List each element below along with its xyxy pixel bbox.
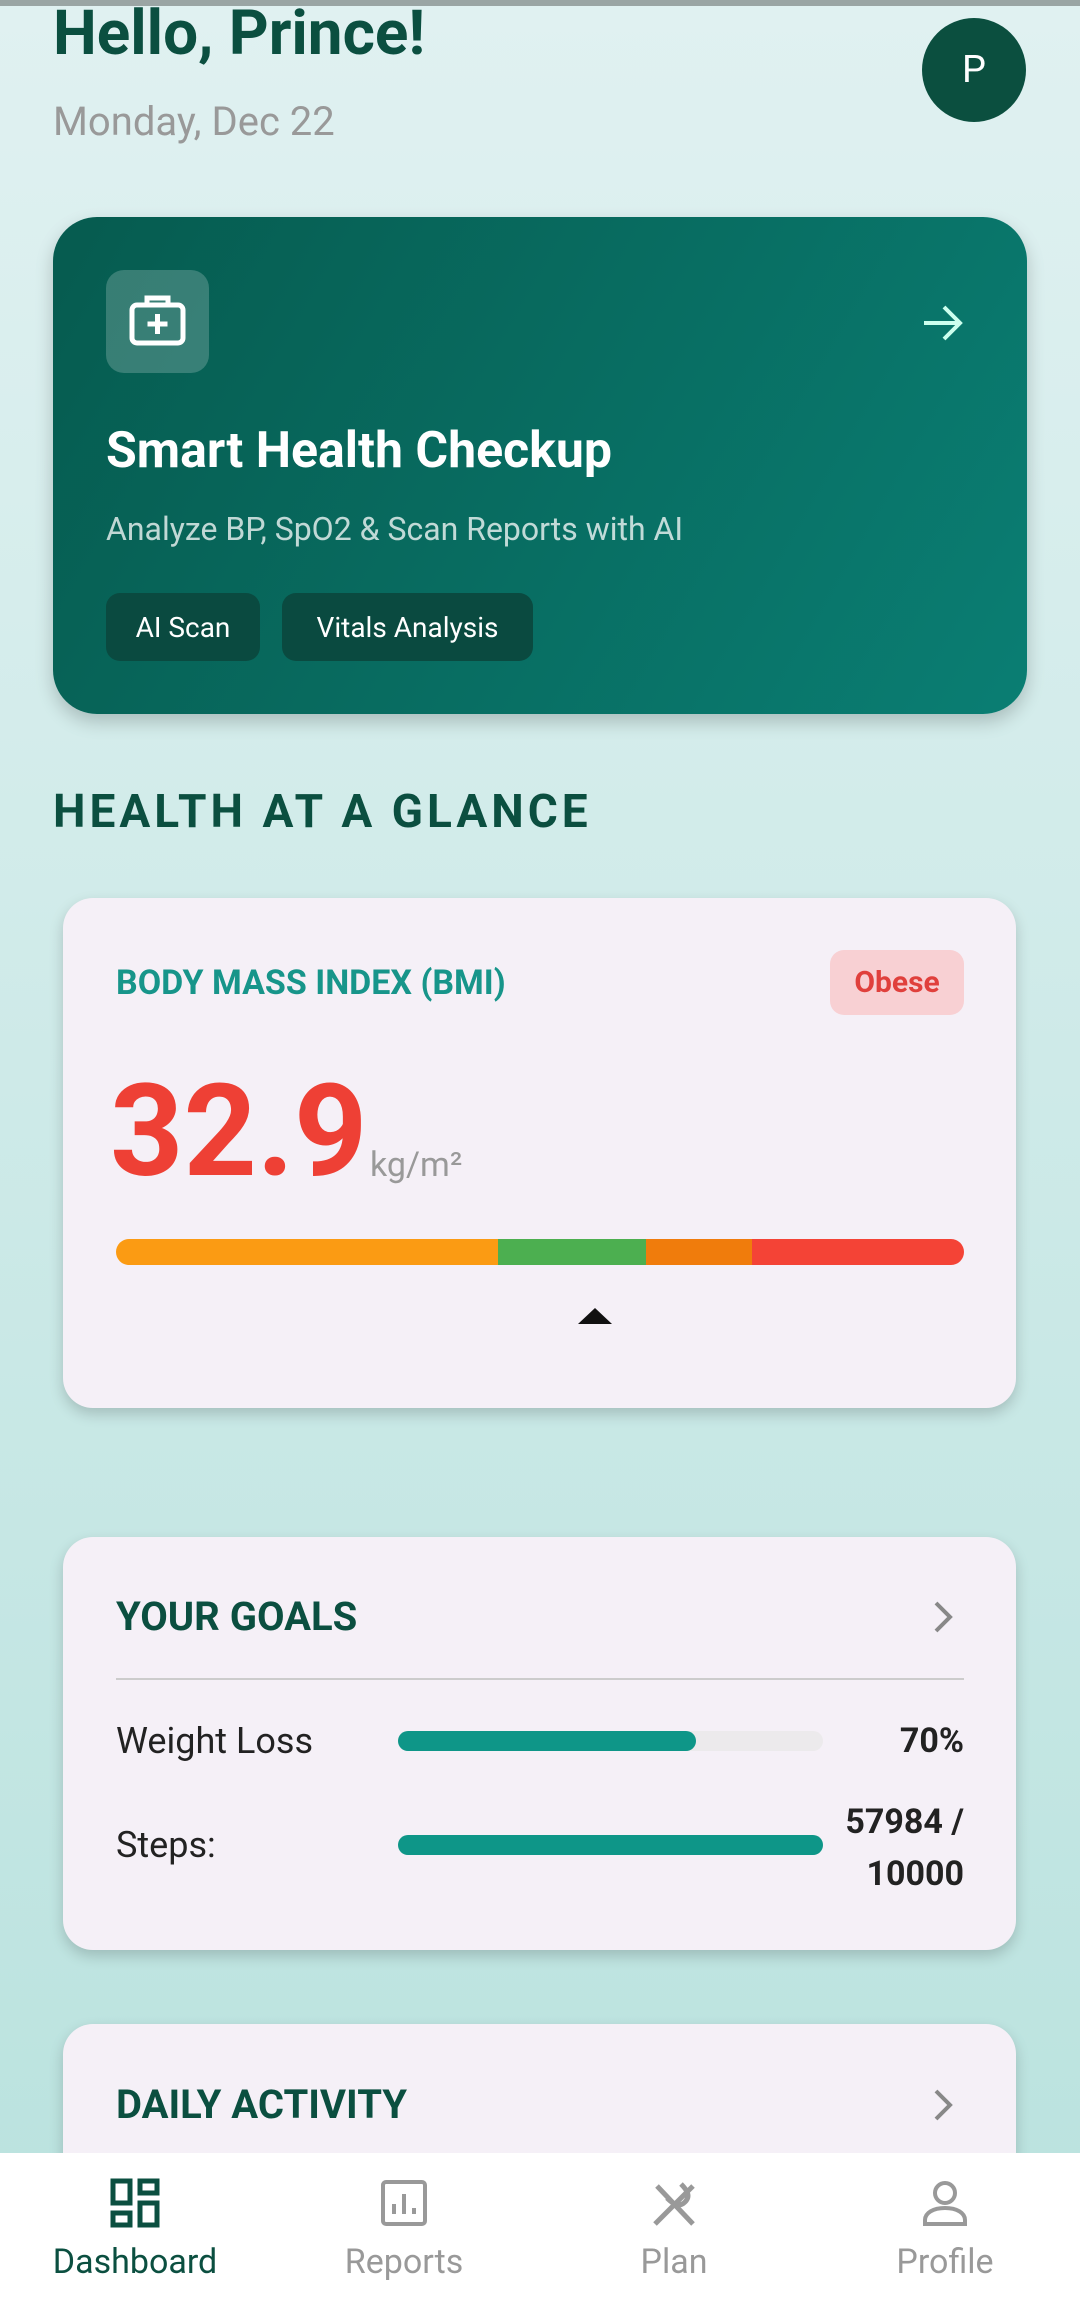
- goal-value: 57984 / 10000: [845, 1802, 964, 1894]
- bmi-scale: [116, 1239, 964, 1265]
- nav-label[interactable]: Dashboard: [52, 2242, 218, 2282]
- bmi-status: Obese: [830, 950, 964, 1015]
- checkup-subtitle: Analyze BP, SpO2 & Scan Reports with AI: [106, 510, 684, 548]
- status-bar: [0, 0, 1080, 6]
- bmi-pointer: [578, 1308, 612, 1324]
- chevron[interactable]: [928, 1600, 958, 1634]
- checkup-title: Smart Health Checkup: [106, 422, 612, 480]
- nav-bar: [0, 2153, 1080, 2304]
- progress-bar: [398, 1731, 696, 1751]
- section-title: HEALTH AT A GLANCE: [53, 785, 592, 839]
- progress-bar: [398, 1835, 823, 1855]
- nav-icon[interactable]: [110, 2178, 160, 2228]
- date: Monday, Dec 22: [53, 98, 335, 145]
- nav-icon[interactable]: [379, 2178, 429, 2228]
- goal-value: 70%: [899, 1721, 964, 1761]
- checkup-icon: [106, 270, 209, 373]
- chevron[interactable]: [928, 2088, 958, 2122]
- divider: [116, 1678, 964, 1680]
- bmi-unit: kg/m²: [370, 1145, 463, 1185]
- nav-label[interactable]: Reports: [344, 2242, 464, 2282]
- bmi-value: 32.9: [110, 1057, 368, 1207]
- greeting: Hello, Prince!: [53, 0, 426, 70]
- tag[interactable]: AI Scan: [106, 593, 260, 661]
- nav-label[interactable]: Profile: [896, 2242, 994, 2282]
- goals-title: YOUR GOALS: [116, 1593, 358, 1640]
- nav-label[interactable]: Plan: [640, 2242, 708, 2282]
- avatar[interactable]: P: [922, 18, 1026, 122]
- nav-icon[interactable]: [649, 2178, 699, 2228]
- goal-label: Steps:: [116, 1824, 216, 1866]
- icon: [129, 295, 186, 346]
- activity-title: DAILY ACTIVITY: [116, 2081, 408, 2128]
- goal-label: Weight Loss: [116, 1720, 314, 1762]
- nav-icon[interactable]: [920, 2178, 970, 2228]
- bmi-label: BODY MASS INDEX (BMI): [116, 963, 506, 1003]
- arrow[interactable]: [918, 298, 968, 348]
- progress-track: [398, 1731, 823, 1751]
- progress-track: [398, 1835, 823, 1855]
- tag[interactable]: Vitals Analysis: [282, 593, 533, 661]
